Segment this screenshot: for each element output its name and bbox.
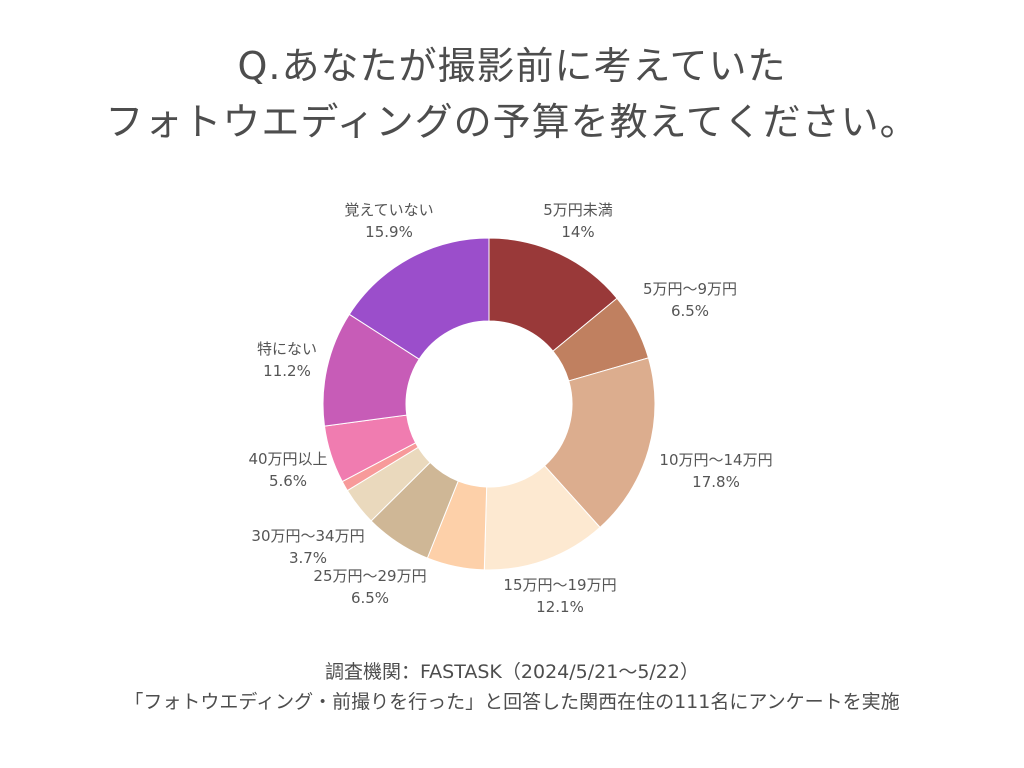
label-15-19man: 15万円～19万円 12.1% [503,574,616,618]
label-5-9man: 5万円～9万円 6.5% [643,278,737,322]
label-dont-remember-value: 15.9% [365,223,413,241]
label-under-5man-value: 14% [561,223,595,241]
label-nothing-special-name: 特にない [256,340,318,358]
chart-title: Q.あなたが撮影前に考えていた フォトウエディングの予算を教えてください。 [0,38,1024,150]
label-30-34man-value: 3.7% [288,549,328,567]
label-25-29man-name: 25万円～29万円 [313,567,427,585]
label-dont-remember-name: 覚えていない [344,201,434,219]
footer-line-2: 「フォトウエディング・前撮りを行った」と回答した関西在住の111名にアンケートを… [124,691,900,713]
label-under-5man: 5万円未満 14% [543,199,613,243]
label-25-29man: 25万円～29万円 6.5% [313,565,426,609]
label-10-14man: 10万円～14万円 17.8% [659,449,772,493]
label-15-19man-value: 12.1% [536,598,584,616]
label-10-14man-value: 17.8% [692,473,740,491]
title-line-2: フォトウエディングの予算を教えてください。 [105,100,919,144]
footer-line-1: 調査機関：FASTASK（2024/5/21〜5/22） [325,661,699,683]
survey-source: 調査機関：FASTASK（2024/5/21〜5/22） 「フォトウエディング・… [0,657,1024,717]
donut-slice-10 [348,237,490,360]
label-10-14man-name: 10万円～14万円 [659,451,773,469]
label-dont-remember: 覚えていない 15.9% [344,199,433,243]
label-nothing-special-value: 11.2% [263,362,311,380]
label-under-5man-name: 5万円未満 [543,201,613,219]
label-over-40man-value: 5.6% [268,472,308,490]
donut-slices [322,237,656,571]
label-15-19man-name: 15万円～19万円 [503,576,617,594]
label-nothing-special: 特にない 11.2% [257,338,317,382]
label-30-34man-name: 30万円～34万円 [251,527,365,545]
label-over-40man: 40万円以上 5.6% [248,448,327,492]
label-25-29man-value: 6.5% [350,589,390,607]
label-5-9man-name: 5万円～9万円 [642,280,738,298]
label-over-40man-name: 40万円以上 [248,450,328,468]
donut-slice-2 [543,357,656,529]
label-5-9man-value: 6.5% [670,302,710,320]
label-30-34man: 30万円～34万円 3.7% [251,525,364,569]
title-line-1: Q.あなたが撮影前に考えていた [237,44,787,88]
